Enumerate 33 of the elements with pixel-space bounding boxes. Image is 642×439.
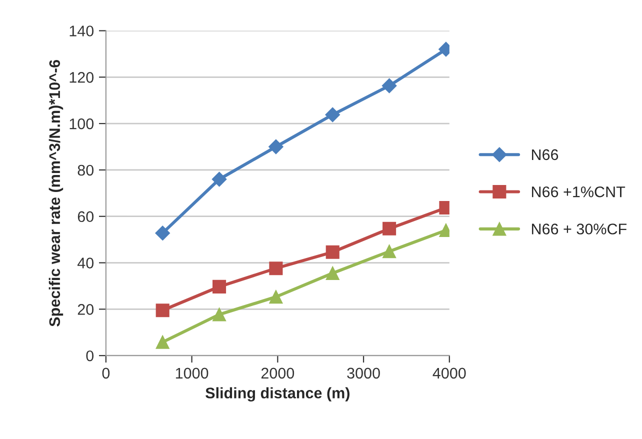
y-tick-label: 140 bbox=[70, 26, 94, 36]
point bbox=[326, 245, 340, 259]
point bbox=[212, 280, 226, 294]
legend-label: N66 bbox=[532, 149, 558, 160]
y-axis-title: Specific wear rate (mm^3/N.m)*10^-6 bbox=[48, 60, 64, 326]
point bbox=[156, 335, 170, 349]
x-axis-title: Sliding distance (m) bbox=[206, 387, 350, 402]
x-tick-label: 3000 bbox=[347, 368, 380, 379]
point bbox=[212, 172, 227, 187]
point bbox=[268, 139, 284, 154]
point bbox=[382, 244, 396, 258]
y-tick-label: 20 bbox=[78, 304, 94, 315]
point bbox=[269, 290, 283, 304]
point bbox=[325, 107, 340, 122]
legend-label: N66 + 30%CF bbox=[532, 224, 627, 234]
point bbox=[326, 266, 340, 280]
x-tick-label: 4000 bbox=[432, 368, 466, 379]
x-tick-label: 0 bbox=[102, 368, 110, 379]
point bbox=[155, 226, 170, 240]
y-tick-label: 80 bbox=[78, 164, 94, 176]
y-tick-label: 0 bbox=[86, 350, 94, 362]
y-tick-label: 100 bbox=[70, 118, 94, 130]
legend-label: N66 +1%CNT bbox=[532, 186, 626, 198]
point bbox=[156, 304, 170, 318]
point bbox=[382, 78, 397, 94]
x-tick-label: 1000 bbox=[176, 368, 208, 379]
point bbox=[212, 308, 226, 322]
point bbox=[382, 222, 396, 236]
y-tick-label: 120 bbox=[70, 72, 94, 83]
x-tick-label: 2000 bbox=[261, 368, 294, 379]
y-tick-label: 40 bbox=[77, 258, 94, 268]
y-tick-label: 60 bbox=[78, 211, 94, 222]
point bbox=[269, 262, 283, 276]
